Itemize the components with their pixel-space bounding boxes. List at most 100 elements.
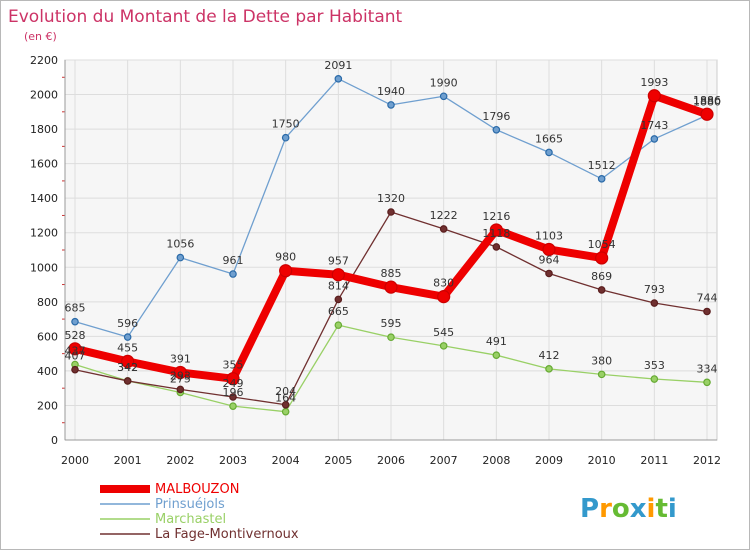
brand-letter: P bbox=[580, 494, 599, 524]
legend-label: Marchastel bbox=[155, 512, 226, 527]
chart-subtitle: (en €) bbox=[24, 30, 57, 43]
y-tick-label: 0 bbox=[51, 434, 58, 447]
y-tick-label: 1800 bbox=[30, 123, 58, 136]
series-layer bbox=[68, 75, 714, 416]
data-label: 528 bbox=[65, 329, 86, 342]
x-tick-label: 2000 bbox=[61, 454, 89, 467]
data-label: 596 bbox=[117, 317, 138, 330]
data-label: 1216 bbox=[482, 210, 510, 223]
data-label: 342 bbox=[117, 361, 138, 374]
data-label: 407 bbox=[65, 350, 86, 363]
data-label: 685 bbox=[65, 302, 86, 315]
data-point bbox=[492, 125, 501, 134]
data-point bbox=[384, 280, 398, 294]
data-label: 961 bbox=[223, 254, 244, 267]
data-label: 1993 bbox=[640, 76, 668, 89]
data-label: 957 bbox=[328, 255, 349, 268]
data-point bbox=[331, 268, 345, 282]
legend-item: La Fage-Montivernoux bbox=[100, 527, 299, 542]
data-point bbox=[279, 264, 293, 278]
data-point bbox=[703, 378, 711, 387]
axes: 0 200 400 600 800 1000 1200 1400 1600 1800 2000 220… bbox=[30, 54, 721, 467]
data-point bbox=[647, 89, 661, 103]
data-point bbox=[281, 133, 290, 142]
x-tick-label: 2005 bbox=[324, 454, 352, 467]
data-point bbox=[226, 372, 240, 386]
data-label: 885 bbox=[381, 267, 402, 280]
data-label: 275 bbox=[170, 373, 191, 386]
data-label: 1990 bbox=[430, 76, 458, 89]
data-point bbox=[229, 402, 237, 410]
data-label: 814 bbox=[328, 279, 349, 292]
data-labels: 528 455 391 355 980 957 885 830 1216 1103 1054 1993… bbox=[65, 59, 722, 405]
x-tick-label: 2012 bbox=[693, 454, 721, 467]
data-label: 1940 bbox=[377, 85, 405, 98]
y-tick-label: 1600 bbox=[30, 158, 58, 171]
data-label: 380 bbox=[591, 354, 612, 367]
data-label: 1222 bbox=[430, 209, 458, 222]
legend-label: Prinsuéjols bbox=[155, 497, 225, 512]
data-label: 491 bbox=[486, 335, 507, 348]
data-label: 1750 bbox=[272, 118, 300, 131]
data-label: 437 bbox=[65, 345, 86, 358]
brand-letter: o bbox=[612, 494, 630, 524]
data-label: 980 bbox=[275, 251, 296, 264]
data-label: 1054 bbox=[588, 238, 616, 251]
data-label: 412 bbox=[539, 349, 560, 362]
data-label: 595 bbox=[381, 317, 402, 330]
legend-item: Prinsuéjols bbox=[100, 497, 225, 512]
data-point bbox=[121, 354, 135, 369]
y-tick-label: 2000 bbox=[30, 89, 58, 102]
data-point bbox=[334, 295, 343, 304]
data-point bbox=[173, 365, 187, 380]
data-point bbox=[437, 290, 451, 304]
y-tick-label: 400 bbox=[37, 365, 58, 378]
data-point bbox=[68, 342, 82, 356]
data-label: 1320 bbox=[377, 192, 405, 205]
data-point bbox=[545, 269, 553, 278]
data-point bbox=[703, 307, 711, 316]
data-label: 353 bbox=[644, 359, 665, 372]
legend-item: Marchastel bbox=[100, 512, 226, 527]
data-point bbox=[71, 365, 79, 374]
x-tick-label: 2002 bbox=[166, 454, 194, 467]
y-tick-label: 200 bbox=[37, 399, 58, 412]
data-point bbox=[123, 333, 132, 341]
data-label: 293 bbox=[170, 369, 191, 382]
data-label: 391 bbox=[170, 352, 191, 365]
data-label: 869 bbox=[591, 270, 612, 283]
data-label: 334 bbox=[697, 362, 718, 375]
data-point bbox=[439, 92, 448, 101]
x-tick-label: 2001 bbox=[114, 454, 142, 467]
data-label: 204 bbox=[275, 385, 296, 398]
legend-item: MALBOUZON bbox=[100, 482, 239, 497]
data-label: 744 bbox=[697, 291, 718, 304]
data-label: 1743 bbox=[640, 119, 668, 132]
brand-letter: r bbox=[599, 494, 612, 524]
data-point bbox=[597, 286, 606, 294]
data-point bbox=[387, 208, 395, 216]
data-label: 964 bbox=[539, 253, 560, 266]
data-label: 1880 bbox=[693, 95, 721, 108]
data-label: 793 bbox=[644, 283, 665, 296]
legend-label: La Fage-Montivernoux bbox=[155, 527, 299, 542]
data-point bbox=[229, 270, 237, 278]
data-label: 1665 bbox=[535, 132, 563, 145]
data-point bbox=[492, 243, 501, 251]
brand-name: Proxiti bbox=[580, 494, 677, 524]
y-tick-label: 1000 bbox=[30, 261, 58, 274]
data-label: 1118 bbox=[482, 227, 510, 240]
data-point bbox=[387, 101, 395, 109]
data-label: 2091 bbox=[324, 59, 352, 72]
brand-letter: i bbox=[668, 494, 677, 524]
brand-letter: i bbox=[647, 494, 656, 524]
brand-logo: Proxiti bbox=[580, 494, 677, 524]
data-point bbox=[492, 351, 501, 359]
data-label: 1056 bbox=[166, 238, 194, 251]
data-label: 545 bbox=[433, 326, 454, 339]
data-label: 164 bbox=[275, 392, 296, 405]
data-point bbox=[542, 242, 556, 257]
data-point bbox=[489, 223, 503, 237]
